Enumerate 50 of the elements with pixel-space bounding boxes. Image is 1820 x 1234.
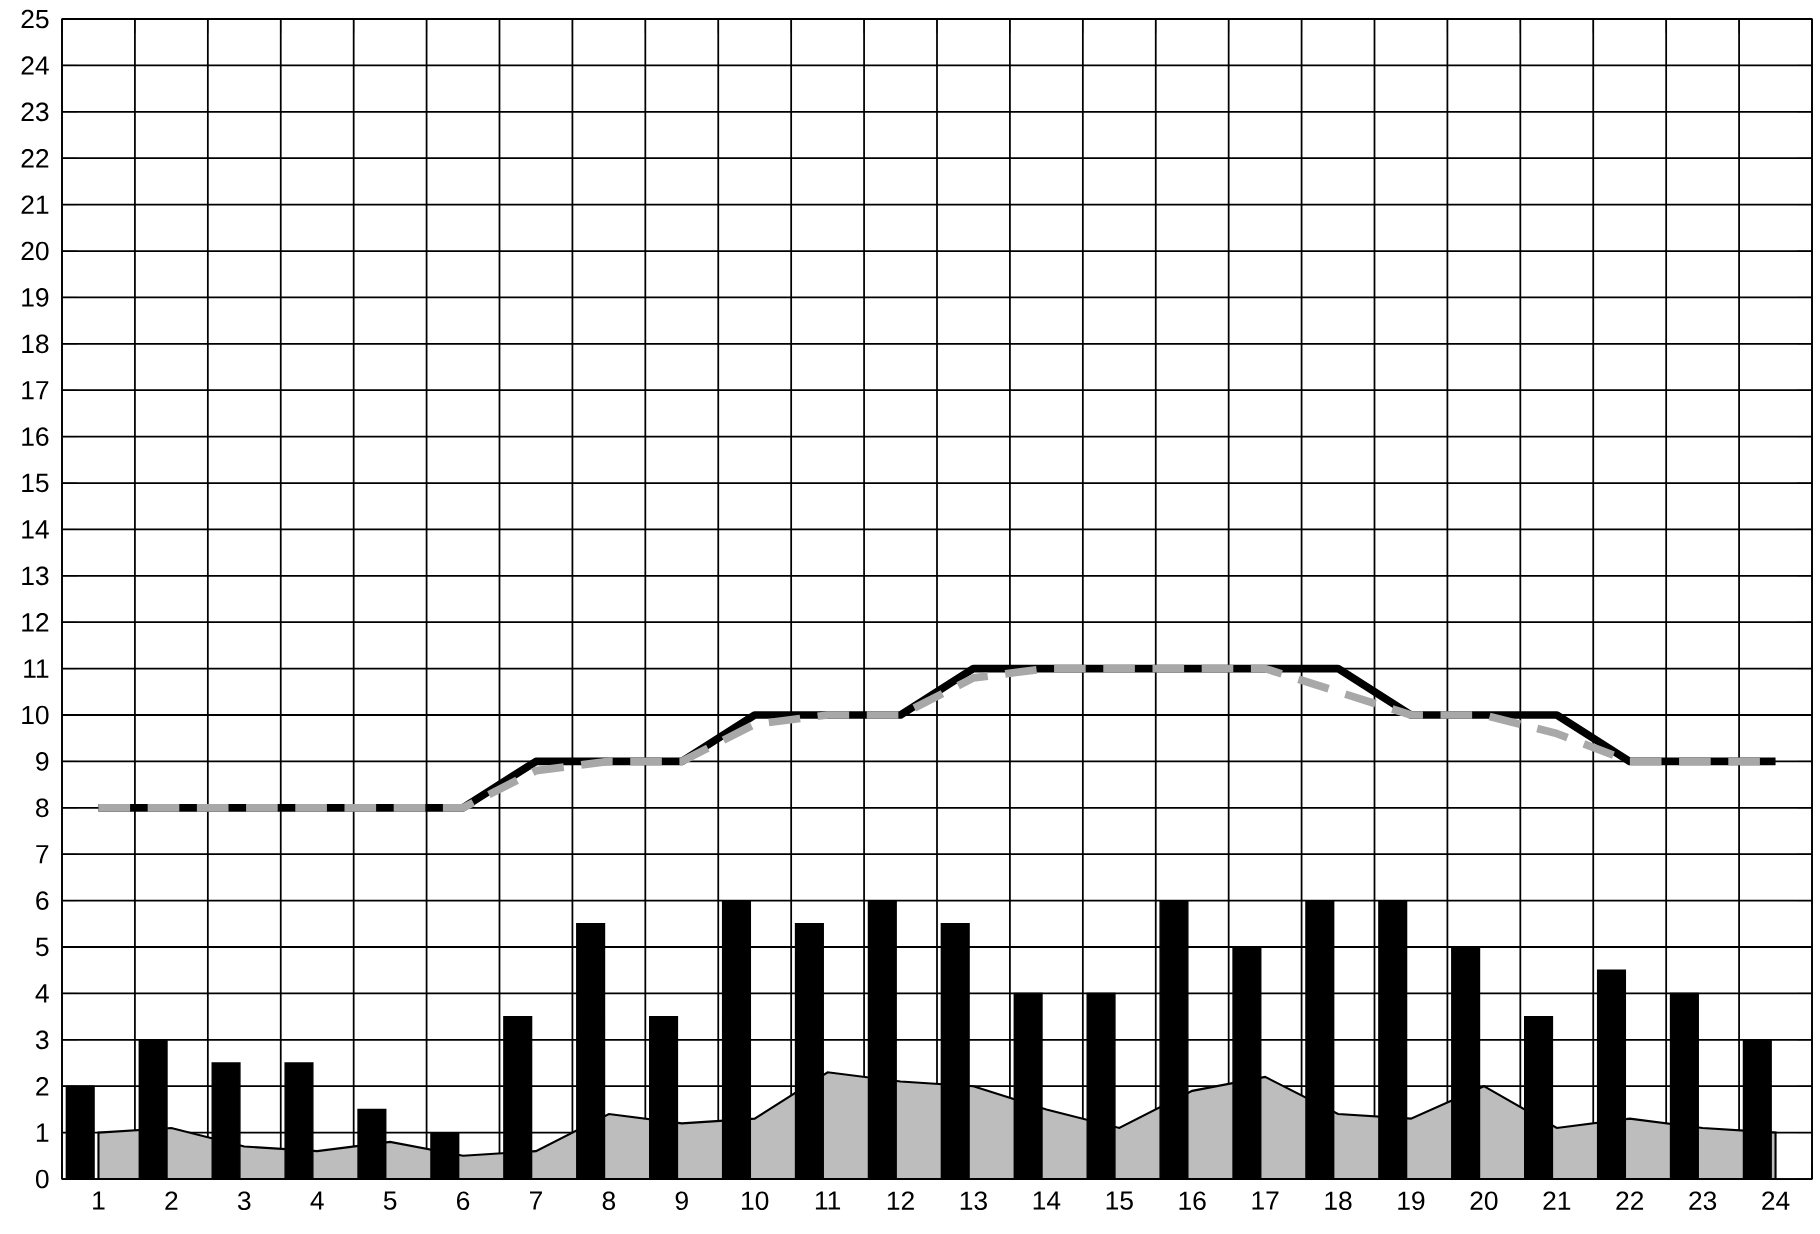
y-tick-label: 5: [35, 937, 49, 957]
x-tick-label: 23: [1689, 1191, 1717, 1211]
y-tick-label: 16: [22, 427, 49, 446]
y-tick-label: 12: [22, 613, 49, 632]
x-tick-label: 21: [1543, 1191, 1571, 1210]
x-tick-label: 24: [1762, 1191, 1790, 1210]
y-tick-label: 11: [24, 659, 49, 678]
x-tick-label: 1: [93, 1191, 105, 1210]
y-tick-label: 20: [21, 241, 49, 261]
y-tick-label: 1: [36, 1123, 49, 1142]
y-tick-label: 24: [21, 56, 49, 75]
y-tick-label: 8: [36, 798, 49, 818]
x-tick-label: 5: [383, 1191, 397, 1210]
x-tick-label: 10: [742, 1191, 769, 1211]
x-tick-label: 18: [1325, 1191, 1352, 1211]
x-tick-label: 16: [1179, 1191, 1206, 1211]
x-tick-label: 17: [1252, 1191, 1279, 1210]
x-tick-label: 14: [1033, 1191, 1061, 1210]
x-tick-label: 11: [815, 1191, 841, 1210]
y-tick-label: 13: [22, 566, 49, 586]
y-tick-label: 2: [36, 1077, 49, 1096]
y-tick-label: 21: [21, 195, 49, 214]
y-tick-label: 22: [21, 149, 49, 168]
y-tick-label: 0: [35, 1169, 49, 1189]
y-tick-label: 9: [36, 752, 49, 771]
y-tick-label: 17: [22, 381, 49, 400]
y-tick-label: 18: [22, 334, 49, 354]
y-tick-label: 25: [21, 9, 49, 29]
y-tick-label: 14: [22, 520, 49, 539]
y-tick-label: 6: [36, 891, 49, 910]
x-tick-label: 12: [887, 1191, 914, 1210]
y-tick-label: 7: [36, 845, 49, 864]
x-tick-label: 19: [1398, 1191, 1425, 1211]
x-tick-label: 13: [960, 1191, 987, 1211]
x-tick-label: 9: [675, 1191, 688, 1211]
y-tick-label: 3: [35, 1030, 49, 1050]
y-tick-label: 23: [21, 102, 49, 122]
x-tick-label: 4: [310, 1191, 324, 1210]
x-tick-label: 8: [602, 1191, 616, 1211]
y-tick-label: 15: [22, 473, 49, 493]
x-tick-label: 15: [1106, 1191, 1133, 1210]
x-tick-label: 3: [237, 1191, 251, 1211]
x-tick-label: 6: [457, 1191, 470, 1211]
x-tick-label: 20: [1470, 1191, 1498, 1211]
y-tick-label: 4: [35, 984, 49, 1003]
x-tick-label: 22: [1616, 1191, 1644, 1210]
x-tick-label: 7: [530, 1191, 542, 1210]
y-tick-label: 19: [22, 288, 49, 307]
y-tick-label: 10: [22, 705, 49, 725]
x-tick-label: 2: [165, 1191, 178, 1210]
